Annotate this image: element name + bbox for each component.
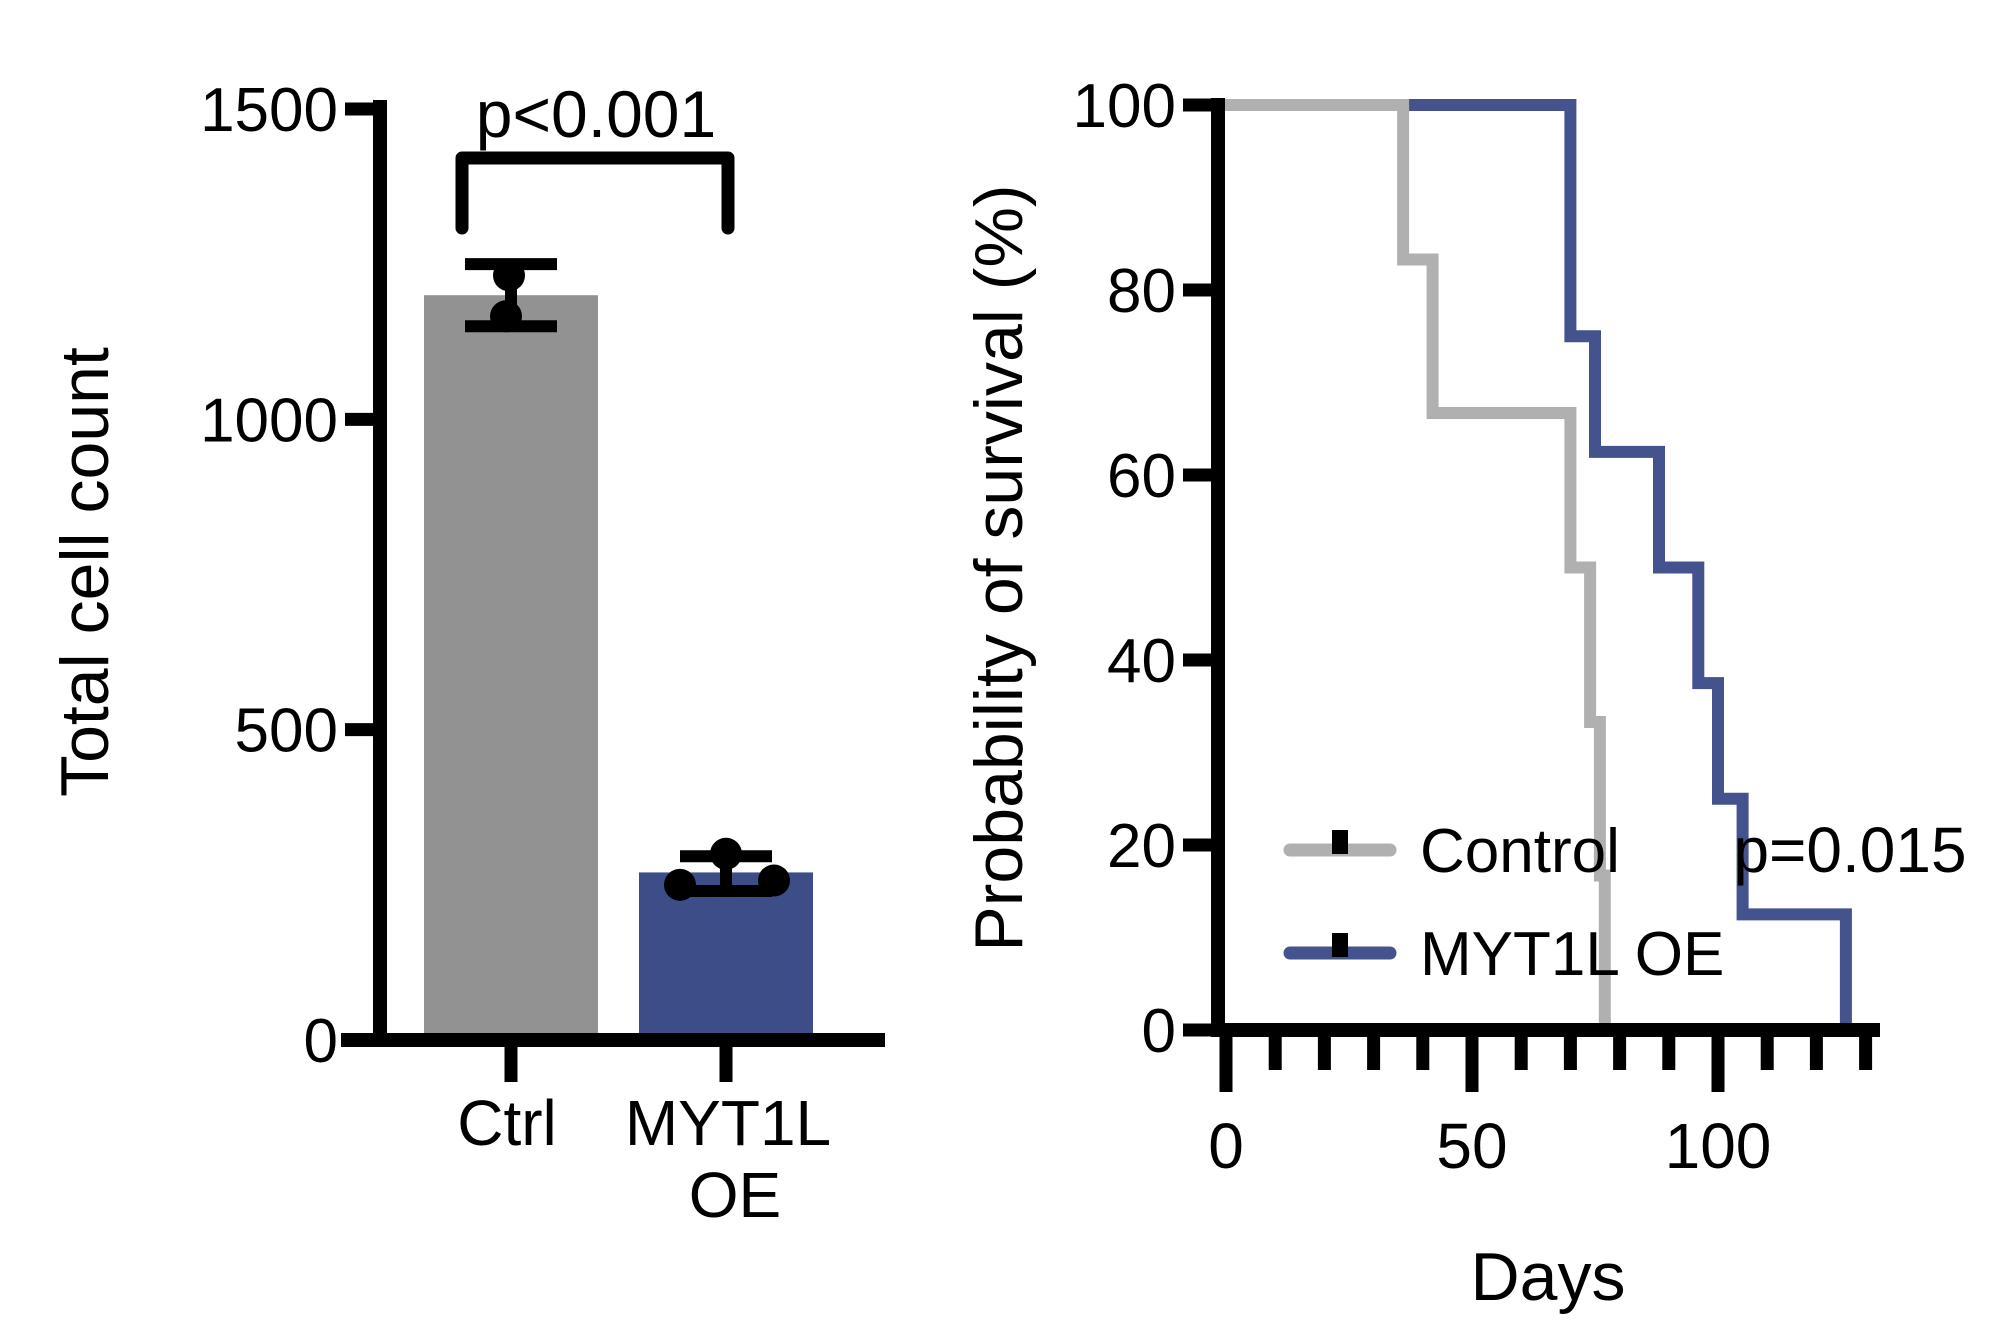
survival-y-tick-label: 60 xyxy=(1107,442,1176,511)
legend-label-myt1l-oe: MYT1L OE xyxy=(1420,920,1724,989)
survival-y-tick-label: 40 xyxy=(1107,627,1176,696)
data-point xyxy=(490,300,522,333)
data-point xyxy=(664,868,696,901)
bar-category-myt1l-label-line1: MYT1L xyxy=(625,1087,831,1159)
data-point xyxy=(493,259,525,292)
survival-y-axis-title: Probability of survival (%) xyxy=(961,184,1037,951)
legend-censor-marker-control xyxy=(1332,830,1348,854)
legend-censor-marker-myt1l-oe xyxy=(1332,933,1348,957)
survival-y-tick-label: 80 xyxy=(1107,257,1176,326)
survival-x-tick-label: 100 xyxy=(1665,1110,1772,1182)
bar-chart-panel: 0 500 1000 1500 xyxy=(200,76,885,1082)
bar-category-myt1l-label-line2: OE xyxy=(689,1159,781,1231)
bar-ctrl xyxy=(424,295,598,1040)
bar-y-tick-label: 0 xyxy=(304,1007,338,1076)
bar-myt1l-oe xyxy=(639,872,813,1040)
survival-x-tick-label: 0 xyxy=(1208,1110,1244,1182)
bar-y-axis-title: Total cell count xyxy=(47,347,123,797)
bar-y-tick-label: 500 xyxy=(235,697,338,766)
survival-x-tick-label: 50 xyxy=(1436,1110,1507,1182)
survival-x-axis-title: Days xyxy=(1471,1239,1626,1315)
survival-p-value: p=0.015 xyxy=(1733,814,1966,886)
bar-category-ctrl-label: Ctrl xyxy=(457,1087,557,1159)
bar-y-tick-label: 1500 xyxy=(200,76,338,145)
data-point xyxy=(710,837,742,870)
figure-text-labels: Total cell count p<0.001 Ctrl MYT1L OE P… xyxy=(47,77,1967,1315)
survival-y-tick-label: 100 xyxy=(1073,72,1176,141)
survival-y-tick-label: 0 xyxy=(1142,997,1176,1066)
bar-significance-label: p<0.001 xyxy=(476,77,716,151)
survival-curve-myt1l-oe xyxy=(1214,99,1852,1030)
data-point xyxy=(758,864,790,897)
survival-curve-control xyxy=(1214,99,1611,1030)
significance-bracket xyxy=(455,151,735,235)
legend-label-control: Control xyxy=(1420,817,1620,886)
bar-y-tick-label: 1000 xyxy=(200,386,338,455)
survival-chart-panel: 0 20 40 60 80 100 0 50 100 xyxy=(1073,72,1880,1182)
survival-y-tick-label: 20 xyxy=(1107,812,1176,881)
